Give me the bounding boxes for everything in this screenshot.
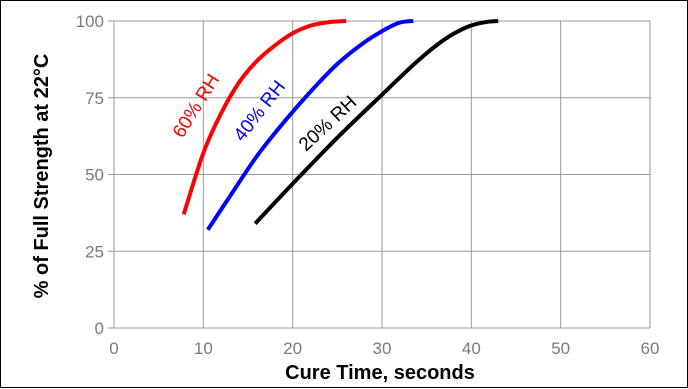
x-tick-label: 20 bbox=[283, 339, 302, 358]
x-tick-label: 0 bbox=[109, 339, 118, 358]
y-tick-label: 75 bbox=[85, 89, 104, 108]
x-tick-label: 30 bbox=[373, 339, 392, 358]
x-tick-label: 40 bbox=[462, 339, 481, 358]
series-label: 40% RH bbox=[230, 77, 290, 146]
y-tick-label: 0 bbox=[95, 319, 104, 338]
series-line bbox=[181, 19, 347, 216]
series-line bbox=[206, 19, 414, 231]
y-tick-label: 100 bbox=[76, 12, 104, 31]
series-line bbox=[253, 19, 499, 225]
x-tick-label: 50 bbox=[551, 339, 570, 358]
y-tick-label: 25 bbox=[85, 242, 104, 261]
x-tick-label: 60 bbox=[641, 339, 660, 358]
y-tick-label: 50 bbox=[85, 166, 104, 185]
y-axis-title: % of Full Strength at 22°C bbox=[31, 54, 53, 299]
x-tick-label: 10 bbox=[194, 339, 213, 358]
x-axis-title: Cure Time, seconds bbox=[285, 362, 475, 384]
series-label: 60% RH bbox=[169, 71, 224, 142]
